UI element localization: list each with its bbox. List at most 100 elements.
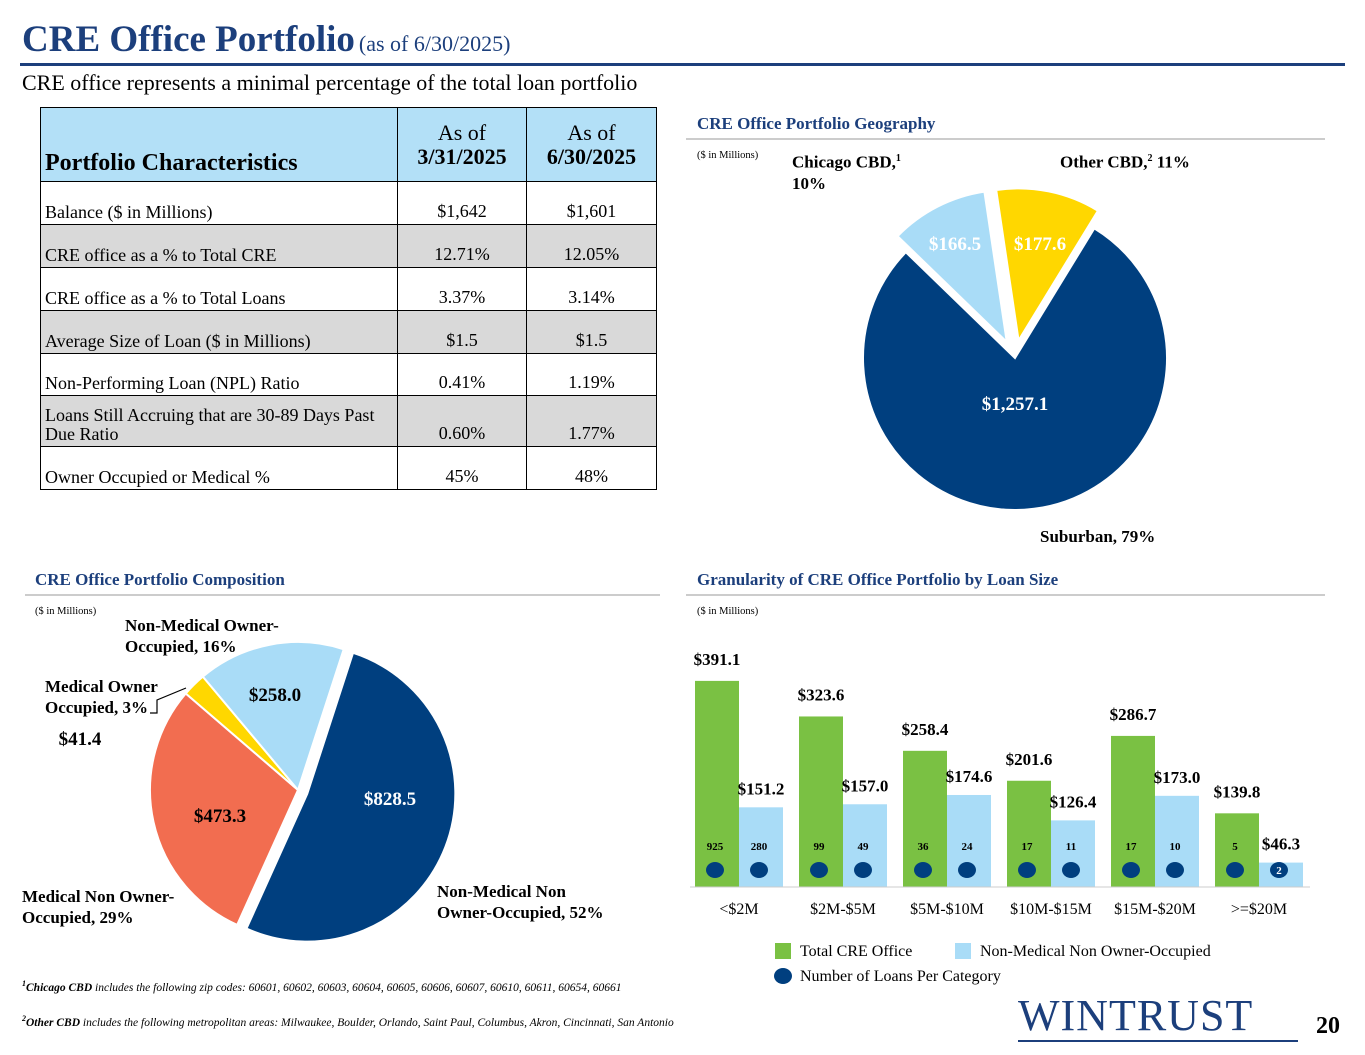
legend-marker	[774, 968, 792, 984]
logo: WINTRUST	[1018, 991, 1254, 1040]
loan-count-label: 36	[918, 841, 930, 853]
loan-count-marker	[958, 862, 976, 878]
table-cell: 12.05%	[526, 224, 657, 268]
loan-count-label: 24	[962, 841, 974, 853]
loan-count-marker	[1122, 862, 1140, 878]
title-block: CRE Office Portfolio (as of 6/30/2025)	[22, 18, 510, 61]
bar	[1111, 735, 1155, 887]
pie-slice	[995, 187, 1100, 344]
unit-note: ($ in Millions)	[35, 606, 97, 617]
table-cell: Owner Occupied or Medical %	[40, 446, 398, 490]
x-tick-label: $5M-$10M	[910, 901, 984, 918]
section-title: CRE Office Portfolio Geography	[697, 114, 936, 133]
table-cell: 3.37%	[397, 267, 527, 311]
bar-value-label: $139.8	[1214, 782, 1261, 801]
loan-count-label: 2	[1276, 865, 1282, 877]
title-rule	[20, 63, 1345, 66]
loan-count-marker	[1270, 862, 1288, 878]
footnote-term: Other CBD	[26, 1016, 80, 1029]
loan-count-marker	[1166, 862, 1184, 878]
bar-value-label: $174.6	[946, 767, 993, 786]
pie-slice	[149, 692, 300, 927]
bar-value-label: $173.0	[1154, 768, 1201, 787]
pie-slice	[201, 641, 345, 793]
loan-count-label: 11	[1066, 841, 1076, 853]
slice-value-label: $177.6	[1014, 234, 1066, 255]
bar	[799, 716, 843, 887]
pie-slice	[245, 651, 457, 943]
bar-value-label: $286.7	[1110, 705, 1157, 724]
logo-rule	[1018, 1040, 1298, 1042]
legend-label: Non-Medical Non Owner-Occupied	[980, 943, 1211, 960]
legend-swatch	[775, 943, 791, 959]
legend-label: Total CRE Office	[800, 943, 912, 960]
loan-count-label: 925	[707, 841, 724, 853]
legend-swatch	[955, 943, 971, 959]
loan-count-marker	[1062, 862, 1080, 878]
table-row: Loans Still Accruing that are 30-89 Days…	[40, 395, 657, 447]
slice-value-label: $41.4	[59, 729, 102, 750]
unit-note: ($ in Millions)	[697, 150, 759, 161]
loan-count-marker	[854, 862, 872, 878]
bar-value-label: $157.0	[842, 776, 889, 795]
bar	[695, 680, 739, 887]
table-cell: Loans Still Accruing that are 30-89 Days…	[40, 395, 398, 447]
header-text: As of	[567, 119, 616, 145]
x-tick-label: $2M-$5M	[810, 901, 876, 918]
legend-label: Number of Loans Per Category	[800, 968, 1001, 985]
table-cell: $1.5	[397, 310, 527, 354]
footnote-mark: 2	[22, 1014, 26, 1023]
footnote: 2Other CBD includes the following metrop…	[22, 1011, 692, 1031]
table-cell: 0.41%	[397, 353, 527, 396]
title-note: (as of 6/30/2025)	[358, 31, 511, 56]
subtitle: CRE office represents a minimal percenta…	[22, 70, 638, 95]
table-header-cell: As of 6/30/2025	[526, 107, 657, 182]
table-row: CRE office as a % to Total CRE 12.71% 12.0…	[40, 224, 657, 268]
table-cell: CRE office as a % to Total Loans	[40, 267, 398, 311]
loan-count-marker	[1018, 862, 1036, 878]
table-cell: Average Size of Loan ($ in Millions)	[40, 310, 398, 354]
table-row: Average Size of Loan ($ in Millions) $1.5…	[40, 310, 657, 354]
x-tick-label: $15M-$20M	[1114, 901, 1196, 918]
page-number: 20	[1316, 1013, 1340, 1039]
loan-count-marker	[914, 862, 932, 878]
pie-slice	[896, 190, 1009, 345]
table-row: CRE office as a % to Total Loans 3.37% 3.1…	[40, 267, 657, 311]
table-cell: $1.5	[526, 310, 657, 354]
table-header-cell: Portfolio Characteristics	[40, 107, 398, 182]
bar-value-label: $323.6	[798, 685, 845, 704]
loan-count-label: 280	[751, 841, 768, 853]
footnote-text: includes the following metropolitan area…	[82, 1016, 674, 1029]
portfolio-table: Portfolio Characteristics As of 3/31/2025 A…	[40, 107, 657, 490]
loan-count-label: 17	[1022, 841, 1034, 853]
bar-value-label: $201.6	[1006, 750, 1053, 769]
footnote-mark: 1	[22, 979, 26, 988]
table-cell: 1.77%	[526, 395, 657, 447]
x-tick-label: >=$20M	[1231, 901, 1287, 918]
bar-value-label: $151.2	[738, 779, 785, 798]
slice-value-label: $258.0	[249, 685, 301, 706]
table-header-cell: As of 3/31/2025	[397, 107, 527, 182]
header-date: 6/30/2025	[546, 143, 637, 169]
loan-count-marker	[810, 862, 828, 878]
section-title: CRE Office Portfolio Composition	[35, 570, 285, 589]
loan-count-marker	[706, 862, 724, 878]
header-text: Portfolio Characteristics	[45, 150, 298, 176]
leader-line	[150, 687, 187, 714]
x-tick-label: $10M-$15M	[1010, 901, 1092, 918]
bar-value-label: $391.1	[694, 650, 741, 669]
table-row: Balance ($ in Millions) $1,642 $1,601	[40, 181, 657, 225]
loan-count-label: 10	[1170, 841, 1182, 853]
table-header-row: Portfolio Characteristics As of 3/31/2025 A…	[40, 107, 657, 182]
bar-value-label: $46.3	[1262, 835, 1300, 854]
slice-value-label: $1,257.1	[982, 394, 1049, 415]
table-cell: Balance ($ in Millions)	[40, 181, 398, 225]
loan-count-label: 99	[814, 841, 826, 853]
title: CRE Office Portfolio	[22, 19, 355, 60]
header-text: As of	[437, 119, 487, 145]
loan-count-label: 49	[858, 841, 870, 853]
loan-count-label: 17	[1126, 841, 1138, 853]
table-cell: 1.19%	[526, 353, 657, 396]
